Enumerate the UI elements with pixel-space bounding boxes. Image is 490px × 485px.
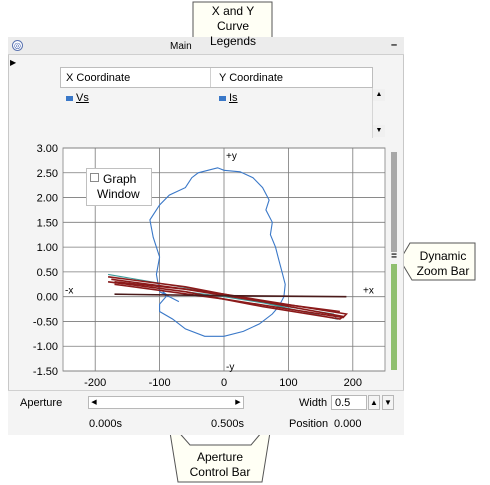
aperture-start-time: 0.000s <box>89 418 123 430</box>
series-line-5 <box>114 293 347 298</box>
graph-window[interactable]: 3.00 2.50 2.00 1.50 1.00 0.50 0.00 -0.50 -1.00 -1… <box>8 143 398 388</box>
axis-marker-plus-x: +x <box>363 286 374 297</box>
callout-aperture-line: Aperture <box>196 450 244 464</box>
callout-aperture-line: Control Bar <box>189 465 251 479</box>
width-label: Width <box>299 397 328 409</box>
x-tick-label: 100 <box>279 377 297 388</box>
width-up-icon[interactable]: ▲ <box>368 395 380 410</box>
legend-scrollbar[interactable]: ▲ ▼ <box>372 88 385 138</box>
expand-arrow-icon[interactable]: ▶ <box>10 58 17 67</box>
y-tick-label: 0.00 <box>37 292 58 304</box>
y-tick-label: 3.00 <box>37 143 58 155</box>
callout-legend-line: X and Y <box>211 4 255 18</box>
callout-zoom-line: Dynamic <box>419 249 467 263</box>
y-tick-label: -1.00 <box>33 341 58 353</box>
zoom-bar-lower[interactable] <box>391 264 397 370</box>
width-input[interactable] <box>331 395 367 410</box>
width-down-icon[interactable]: ▼ <box>382 395 394 410</box>
zoom-bar[interactable] <box>390 150 398 372</box>
x-tick-label: 200 <box>344 377 362 388</box>
y-tick-label: -0.50 <box>33 316 58 328</box>
legend-column-divider <box>210 68 211 87</box>
zoom-bar-handle[interactable]: = <box>391 251 397 262</box>
pin-icon[interactable]: ◎ <box>12 40 23 51</box>
scroll-up-icon[interactable]: ▲ <box>373 89 385 101</box>
aperture-left-arrow-icon[interactable]: ◀ <box>91 399 97 406</box>
legend-x-header: X Coordinate <box>66 72 131 84</box>
graph-window-checkbox[interactable] <box>90 173 99 182</box>
title-bar <box>8 37 404 55</box>
legend-y-swatch <box>219 96 226 101</box>
callout-legend-line: Curve <box>216 19 249 33</box>
y-tick-label: -1.50 <box>33 366 58 378</box>
x-tick-label: -100 <box>149 377 171 388</box>
y-tick-label: 2.00 <box>37 193 58 205</box>
graph-window-label: Graph <box>103 172 137 186</box>
scroll-down-icon[interactable]: ▼ <box>373 125 385 137</box>
legend-header-row <box>60 67 373 88</box>
aperture-slider[interactable] <box>88 396 244 409</box>
callout-zoom-text: Dynamic Zoom Bar <box>413 249 473 279</box>
axis-marker-minus-y: -y <box>226 362 234 373</box>
callout-legend-line: Legends <box>209 34 257 48</box>
axis-marker-minus-x: -x <box>65 286 73 297</box>
minimize-button[interactable]: – <box>390 39 398 51</box>
axis-marker-plus-y: +y <box>226 151 237 162</box>
callout-aperture-text: Aperture Control Bar <box>182 450 258 480</box>
position-label: Position <box>289 418 329 430</box>
legend-y-series-name[interactable]: Is <box>229 92 238 104</box>
legend-y-header: Y Coordinate <box>219 72 284 84</box>
y-tick-label: 1.50 <box>37 217 58 229</box>
aperture-right-arrow-icon[interactable]: ▶ <box>235 399 241 406</box>
position-value: 0.000 <box>334 418 362 430</box>
callout-legend-text: X and Y Curve Legends <box>198 4 268 49</box>
series-line-0 <box>149 167 286 337</box>
callout-zoom-line: Zoom Bar <box>416 264 470 278</box>
aperture-label: Aperture <box>20 397 63 409</box>
y-tick-label: 1.00 <box>37 242 58 254</box>
zoom-bar-upper[interactable] <box>391 152 397 252</box>
x-tick-label: -200 <box>84 377 106 388</box>
legend-x-series-name[interactable]: Vs <box>76 92 89 104</box>
aperture-end-time: 0.500s <box>211 418 245 430</box>
graph-window-label-2: Window <box>97 187 140 201</box>
y-tick-label: 0.50 <box>37 267 58 279</box>
x-tick-label: 0 <box>221 377 227 388</box>
y-tick-label: 2.50 <box>37 168 58 180</box>
legend-x-swatch <box>66 96 73 101</box>
window-title: Main <box>170 41 192 52</box>
